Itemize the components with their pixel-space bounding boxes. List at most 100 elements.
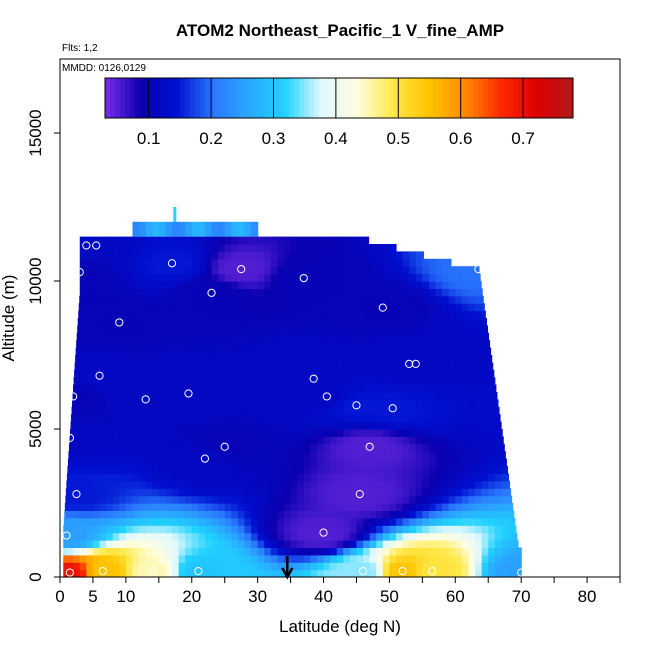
heatmap-cell (264, 236, 272, 245)
heatmap-cell (409, 355, 417, 363)
heatmap-cell (112, 288, 120, 297)
heatmap-cell (145, 362, 153, 371)
heatmap-cell (237, 392, 246, 400)
heatmap-cell (79, 288, 87, 297)
heatmap-cell (68, 443, 74, 452)
heatmap-cell (475, 325, 483, 334)
heatmap-cell (501, 436, 504, 445)
heatmap-cell (349, 473, 358, 482)
heatmap-cell (343, 466, 351, 474)
heatmap-cell (112, 421, 120, 430)
heatmap-cell (125, 532, 134, 541)
heatmap-cell (389, 295, 397, 304)
heatmap-cell (330, 473, 338, 482)
heatmap-cell (204, 473, 213, 482)
heatmap-cell (99, 503, 107, 511)
heatmap-cell (343, 251, 351, 260)
heatmap-cell (376, 384, 384, 393)
heatmap-cell (455, 517, 463, 526)
heatmap-cell (475, 414, 483, 423)
heatmap-cell (165, 458, 173, 467)
heatmap-cell (316, 495, 325, 504)
heatmap-cell (152, 325, 160, 334)
heatmap-cell (303, 399, 311, 408)
heatmap-cell (330, 421, 338, 430)
colorbar-swatch (179, 78, 186, 118)
heatmap-cell (343, 503, 351, 511)
heatmap-cell (119, 547, 127, 556)
heatmap-cell (468, 362, 476, 371)
heatmap-cell (336, 421, 344, 430)
heatmap-cell (323, 258, 331, 267)
heatmap-cell (409, 399, 417, 408)
heatmap-cell (99, 495, 107, 504)
heatmap-cell (132, 466, 140, 474)
heatmap-cell (284, 414, 292, 423)
heatmap-cell (442, 554, 450, 563)
heatmap-cell (475, 458, 483, 467)
heatmap-cell (132, 480, 140, 489)
heatmap-cell (251, 244, 259, 252)
heatmap-cell (172, 340, 180, 349)
heatmap-cell (369, 318, 377, 326)
heatmap-cell (349, 436, 358, 445)
heatmap-cell (119, 458, 127, 467)
heatmap-cell (277, 510, 285, 519)
heatmap-cell (277, 436, 285, 445)
heatmap-cell (92, 318, 101, 326)
heatmap-cell (422, 303, 430, 312)
colorbar-swatch (264, 78, 270, 118)
heatmap-cell (402, 414, 410, 423)
heatmap-cell (257, 488, 265, 497)
heatmap-cell (99, 340, 107, 349)
heatmap-cell (297, 377, 305, 386)
heatmap-cell (428, 355, 437, 363)
heatmap-cell (290, 488, 298, 497)
heatmap-cell (323, 377, 331, 386)
heatmap-cell (461, 540, 470, 548)
heatmap-cell (448, 318, 456, 326)
heatmap-cell (139, 480, 147, 489)
heatmap-cell (158, 310, 167, 319)
heatmap-cell (442, 525, 450, 534)
heatmap-cell (409, 273, 417, 282)
heatmap-cell (99, 466, 107, 474)
heatmap-cell (86, 295, 94, 304)
heatmap-cell (409, 332, 417, 341)
heatmap-cell (376, 429, 384, 437)
heatmap-cell (132, 244, 140, 252)
heatmap-cell (428, 488, 437, 497)
heatmap-cell (330, 503, 338, 511)
heatmap-cell (257, 355, 265, 363)
heatmap-cell (323, 362, 331, 371)
heatmap-cell (71, 406, 74, 415)
heatmap-cell (468, 510, 476, 519)
heatmap-cell (264, 251, 272, 260)
heatmap-cell (218, 562, 226, 571)
heatmap-cell (389, 429, 397, 437)
heatmap-cell (86, 310, 94, 319)
heatmap-cell (363, 392, 371, 400)
heatmap-cell (158, 451, 167, 460)
colorbar-swatch (194, 78, 201, 118)
heatmap-cell (211, 303, 219, 312)
heatmap-cell (290, 503, 298, 511)
profile-marker (237, 265, 246, 274)
heatmap-cell (251, 369, 259, 378)
profile-marker (358, 566, 368, 576)
heatmap-cell (343, 347, 351, 356)
heatmap-cell (461, 495, 470, 504)
heatmap-cell (86, 325, 94, 334)
heatmap-cell (316, 554, 325, 563)
heatmap-cell (106, 266, 114, 275)
heatmap-cell (303, 377, 311, 386)
colorbar-swatch (254, 78, 260, 118)
heatmap-cell (257, 414, 265, 423)
heatmap-cell (204, 295, 213, 304)
heatmap-cell (369, 399, 377, 408)
heatmap-cell (92, 451, 101, 460)
heatmap-cell (494, 540, 503, 548)
heatmap-cell (125, 325, 134, 334)
heatmap-cell (244, 347, 252, 356)
heatmap-cell (244, 488, 252, 497)
